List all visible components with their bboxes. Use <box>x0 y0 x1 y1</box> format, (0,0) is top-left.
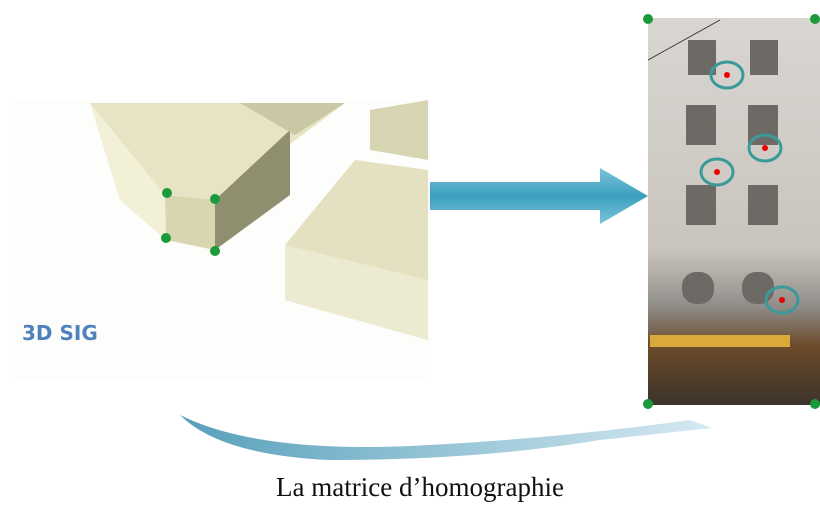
awning <box>650 335 790 347</box>
corner-point <box>210 246 220 256</box>
corner-point <box>162 188 172 198</box>
corner-point <box>210 194 220 204</box>
diagram: 3D SIG La matrice d’homographie <box>0 0 820 506</box>
photo <box>643 14 820 409</box>
caption: La matrice d’homographie <box>276 472 564 502</box>
corner-point <box>161 233 171 243</box>
arrow <box>430 168 648 224</box>
gis-panel: 3D SIG <box>10 100 430 380</box>
panel-label: 3D SIG <box>22 321 98 345</box>
curved-arrow <box>180 415 712 460</box>
block-right <box>370 100 428 160</box>
